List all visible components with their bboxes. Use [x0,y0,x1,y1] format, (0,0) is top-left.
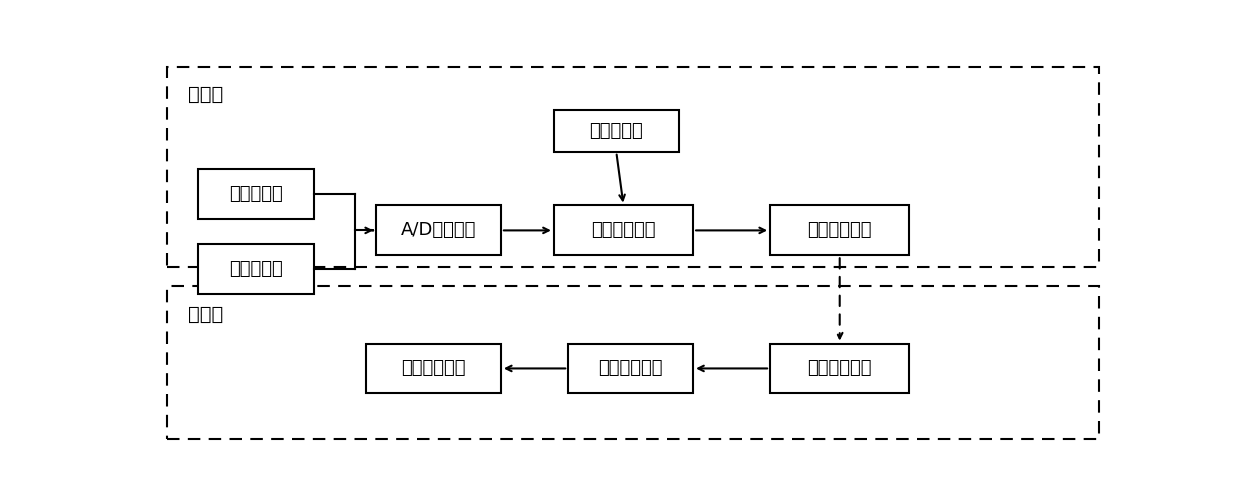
Bar [770,344,909,393]
Text: 太阳能电池: 太阳能电池 [589,122,644,140]
Text: 分析计算单元: 分析计算单元 [599,360,663,377]
Text: 数据显示终端: 数据显示终端 [402,360,466,377]
Bar [554,206,693,255]
Bar [166,286,1099,439]
Bar [198,169,314,219]
Text: A/D转换单元: A/D转换单元 [401,222,476,240]
Bar [770,206,909,255]
Text: 采集端: 采集端 [187,85,223,104]
Text: 气体传感器: 气体传感器 [229,185,283,203]
Text: 信号接收单元: 信号接收单元 [807,360,872,377]
Text: 用户端: 用户端 [187,305,223,324]
Bar [166,67,1099,267]
Bar [554,110,678,152]
Text: 温度传感器: 温度传感器 [229,260,283,278]
Bar [198,244,314,294]
Text: 信号传输单元: 信号传输单元 [807,222,872,240]
Bar [568,344,693,393]
Bar [376,206,501,255]
Bar [367,344,501,393]
Text: 数据处理单元: 数据处理单元 [591,222,656,240]
